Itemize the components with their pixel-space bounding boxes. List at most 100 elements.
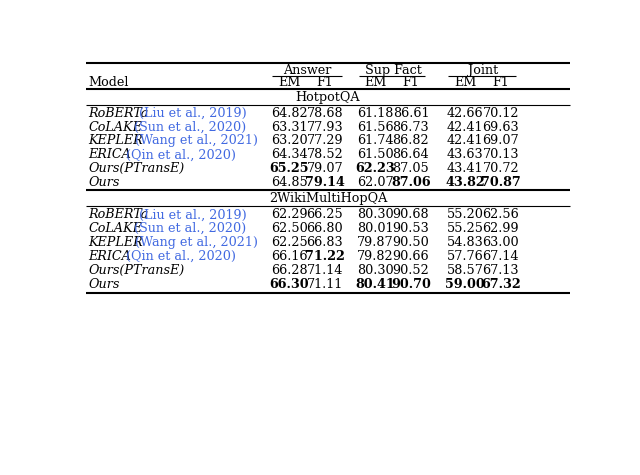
Text: RoBERTa: RoBERTa — [88, 107, 149, 120]
Text: 62.23: 62.23 — [355, 162, 395, 175]
Text: 54.83: 54.83 — [447, 236, 484, 249]
Text: (Liu et al., 2019): (Liu et al., 2019) — [135, 209, 247, 221]
Text: 90.70: 90.70 — [391, 278, 431, 291]
Text: 62.29: 62.29 — [271, 209, 308, 221]
Text: 63.00: 63.00 — [483, 236, 519, 249]
Text: 57.76: 57.76 — [447, 250, 484, 263]
Text: 62.25: 62.25 — [271, 236, 308, 249]
Text: Joint: Joint — [468, 64, 498, 76]
Text: EM: EM — [278, 76, 300, 89]
Text: 55.20: 55.20 — [447, 209, 484, 221]
Text: 70.72: 70.72 — [483, 162, 519, 175]
Text: 64.34: 64.34 — [271, 148, 308, 162]
Text: 80.30: 80.30 — [357, 264, 394, 277]
Text: 71.11: 71.11 — [307, 278, 343, 291]
Text: 78.52: 78.52 — [307, 148, 343, 162]
Text: 66.25: 66.25 — [307, 209, 343, 221]
Text: 71.22: 71.22 — [305, 250, 345, 263]
Text: 66.28: 66.28 — [271, 264, 308, 277]
Text: (Liu et al., 2019): (Liu et al., 2019) — [135, 107, 247, 120]
Text: 61.50: 61.50 — [357, 148, 394, 162]
Text: 62.99: 62.99 — [483, 222, 519, 235]
Text: KEPLER: KEPLER — [88, 236, 143, 249]
Text: 70.12: 70.12 — [483, 107, 519, 120]
Text: 43.63: 43.63 — [447, 148, 483, 162]
Text: 66.30: 66.30 — [269, 278, 309, 291]
Text: 66.80: 66.80 — [307, 222, 343, 235]
Text: 86.82: 86.82 — [392, 134, 429, 147]
Text: 86.64: 86.64 — [392, 148, 429, 162]
Text: 79.14: 79.14 — [305, 176, 345, 189]
Text: EM: EM — [454, 76, 476, 89]
Text: RoBERTa: RoBERTa — [88, 209, 149, 221]
Text: 66.83: 66.83 — [307, 236, 343, 249]
Text: 78.68: 78.68 — [307, 107, 343, 120]
Text: 55.25: 55.25 — [447, 222, 484, 235]
Text: (Wang et al., 2021): (Wang et al., 2021) — [131, 134, 258, 147]
Text: 42.41: 42.41 — [447, 121, 483, 133]
Text: Ours(PTransE): Ours(PTransE) — [88, 162, 185, 175]
Text: Ours: Ours — [88, 176, 120, 189]
Text: 67.14: 67.14 — [483, 250, 519, 263]
Text: 67.13: 67.13 — [483, 264, 519, 277]
Text: Answer: Answer — [283, 64, 332, 76]
Text: 62.07: 62.07 — [357, 176, 394, 189]
Text: 64.85: 64.85 — [271, 176, 308, 189]
Text: (Qin et al., 2020): (Qin et al., 2020) — [122, 148, 236, 162]
Text: ERICA: ERICA — [88, 250, 131, 263]
Text: 69.63: 69.63 — [483, 121, 519, 133]
Text: 87.06: 87.06 — [391, 176, 431, 189]
Text: 42.66: 42.66 — [447, 107, 483, 120]
Text: 66.16: 66.16 — [271, 250, 307, 263]
Text: F1: F1 — [403, 76, 419, 89]
Text: 69.07: 69.07 — [483, 134, 519, 147]
Text: Sup Fact: Sup Fact — [365, 64, 422, 76]
Text: 63.31: 63.31 — [271, 121, 307, 133]
Text: 79.82: 79.82 — [357, 250, 394, 263]
Text: 80.30: 80.30 — [357, 209, 394, 221]
Text: 43.41: 43.41 — [447, 162, 483, 175]
Text: F1: F1 — [492, 76, 509, 89]
Text: 62.56: 62.56 — [483, 209, 519, 221]
Text: F1: F1 — [317, 76, 333, 89]
Text: 77.29: 77.29 — [307, 134, 343, 147]
Text: 2WikiMultiHopQA: 2WikiMultiHopQA — [269, 192, 387, 205]
Text: ERICA: ERICA — [88, 148, 131, 162]
Text: 90.68: 90.68 — [392, 209, 429, 221]
Text: Ours: Ours — [88, 278, 120, 291]
Text: 79.07: 79.07 — [307, 162, 343, 175]
Text: 42.41: 42.41 — [447, 134, 483, 147]
Text: 77.93: 77.93 — [307, 121, 343, 133]
Text: KEPLER: KEPLER — [88, 134, 143, 147]
Text: 90.66: 90.66 — [392, 250, 429, 263]
Text: 70.13: 70.13 — [483, 148, 519, 162]
Text: (Sun et al., 2020): (Sun et al., 2020) — [131, 121, 246, 133]
Text: Ours(PTransE): Ours(PTransE) — [88, 264, 185, 277]
Text: 79.87: 79.87 — [357, 236, 394, 249]
Text: (Sun et al., 2020): (Sun et al., 2020) — [131, 222, 246, 235]
Text: CoLAKE: CoLAKE — [88, 222, 143, 235]
Text: HotpotQA: HotpotQA — [296, 91, 360, 104]
Text: 90.53: 90.53 — [392, 222, 429, 235]
Text: 64.82: 64.82 — [271, 107, 308, 120]
Text: 71.14: 71.14 — [307, 264, 343, 277]
Text: 63.20: 63.20 — [271, 134, 308, 147]
Text: 80.01: 80.01 — [357, 222, 394, 235]
Text: 61.18: 61.18 — [357, 107, 394, 120]
Text: 61.56: 61.56 — [357, 121, 394, 133]
Text: 59.00: 59.00 — [445, 278, 485, 291]
Text: 90.52: 90.52 — [392, 264, 429, 277]
Text: 62.50: 62.50 — [271, 222, 308, 235]
Text: 58.57: 58.57 — [447, 264, 484, 277]
Text: (Wang et al., 2021): (Wang et al., 2021) — [131, 236, 258, 249]
Text: 67.32: 67.32 — [481, 278, 521, 291]
Text: 70.87: 70.87 — [481, 176, 521, 189]
Text: 86.61: 86.61 — [393, 107, 429, 120]
Text: 61.74: 61.74 — [357, 134, 394, 147]
Text: 87.05: 87.05 — [392, 162, 429, 175]
Text: (Qin et al., 2020): (Qin et al., 2020) — [122, 250, 236, 263]
Text: 80.41: 80.41 — [355, 278, 395, 291]
Text: EM: EM — [364, 76, 387, 89]
Text: Model: Model — [88, 76, 129, 89]
Text: 86.73: 86.73 — [392, 121, 429, 133]
